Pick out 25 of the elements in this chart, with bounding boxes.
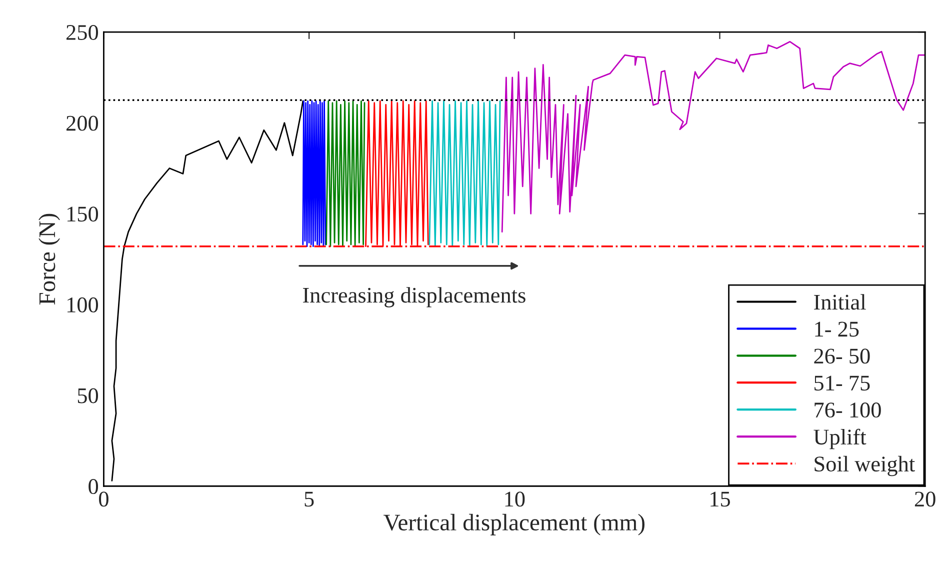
legend-label: Soil weight [814, 456, 915, 476]
y-axis-title: Force (N) [38, 214, 60, 305]
legend-label: 76- 100 [814, 402, 881, 418]
legend-label: 51- 75 [814, 376, 870, 391]
y-tick-label: 150 [67, 206, 98, 222]
legend-label: 1- 25 [815, 322, 859, 337]
legend-label: Initial [814, 294, 866, 310]
line-series [428, 100, 501, 248]
legend-label: Uplift [814, 428, 866, 450]
x-tick-label: 15 [710, 492, 730, 507]
x-tick-label: 0 [99, 492, 108, 507]
y-tick-label: 0 [88, 479, 98, 494]
y-tick-label: 50 [78, 388, 98, 404]
line-series [302, 100, 326, 248]
x-tick-label: 10 [505, 492, 525, 507]
y-tick-label: 200 [66, 116, 98, 131]
legend-label: 26- 50 [814, 348, 870, 364]
line-series [501, 40, 926, 233]
y-tick-label: 100 [67, 297, 98, 312]
x-tick-label: 5 [304, 492, 314, 507]
x-tick-label: 20 [914, 492, 936, 507]
line-series [326, 100, 366, 248]
x-axis-title: Vertical displacement (mm) [384, 514, 644, 536]
y-tick-label: 250 [66, 24, 98, 40]
annotation: Increasing displacements [303, 287, 526, 308]
